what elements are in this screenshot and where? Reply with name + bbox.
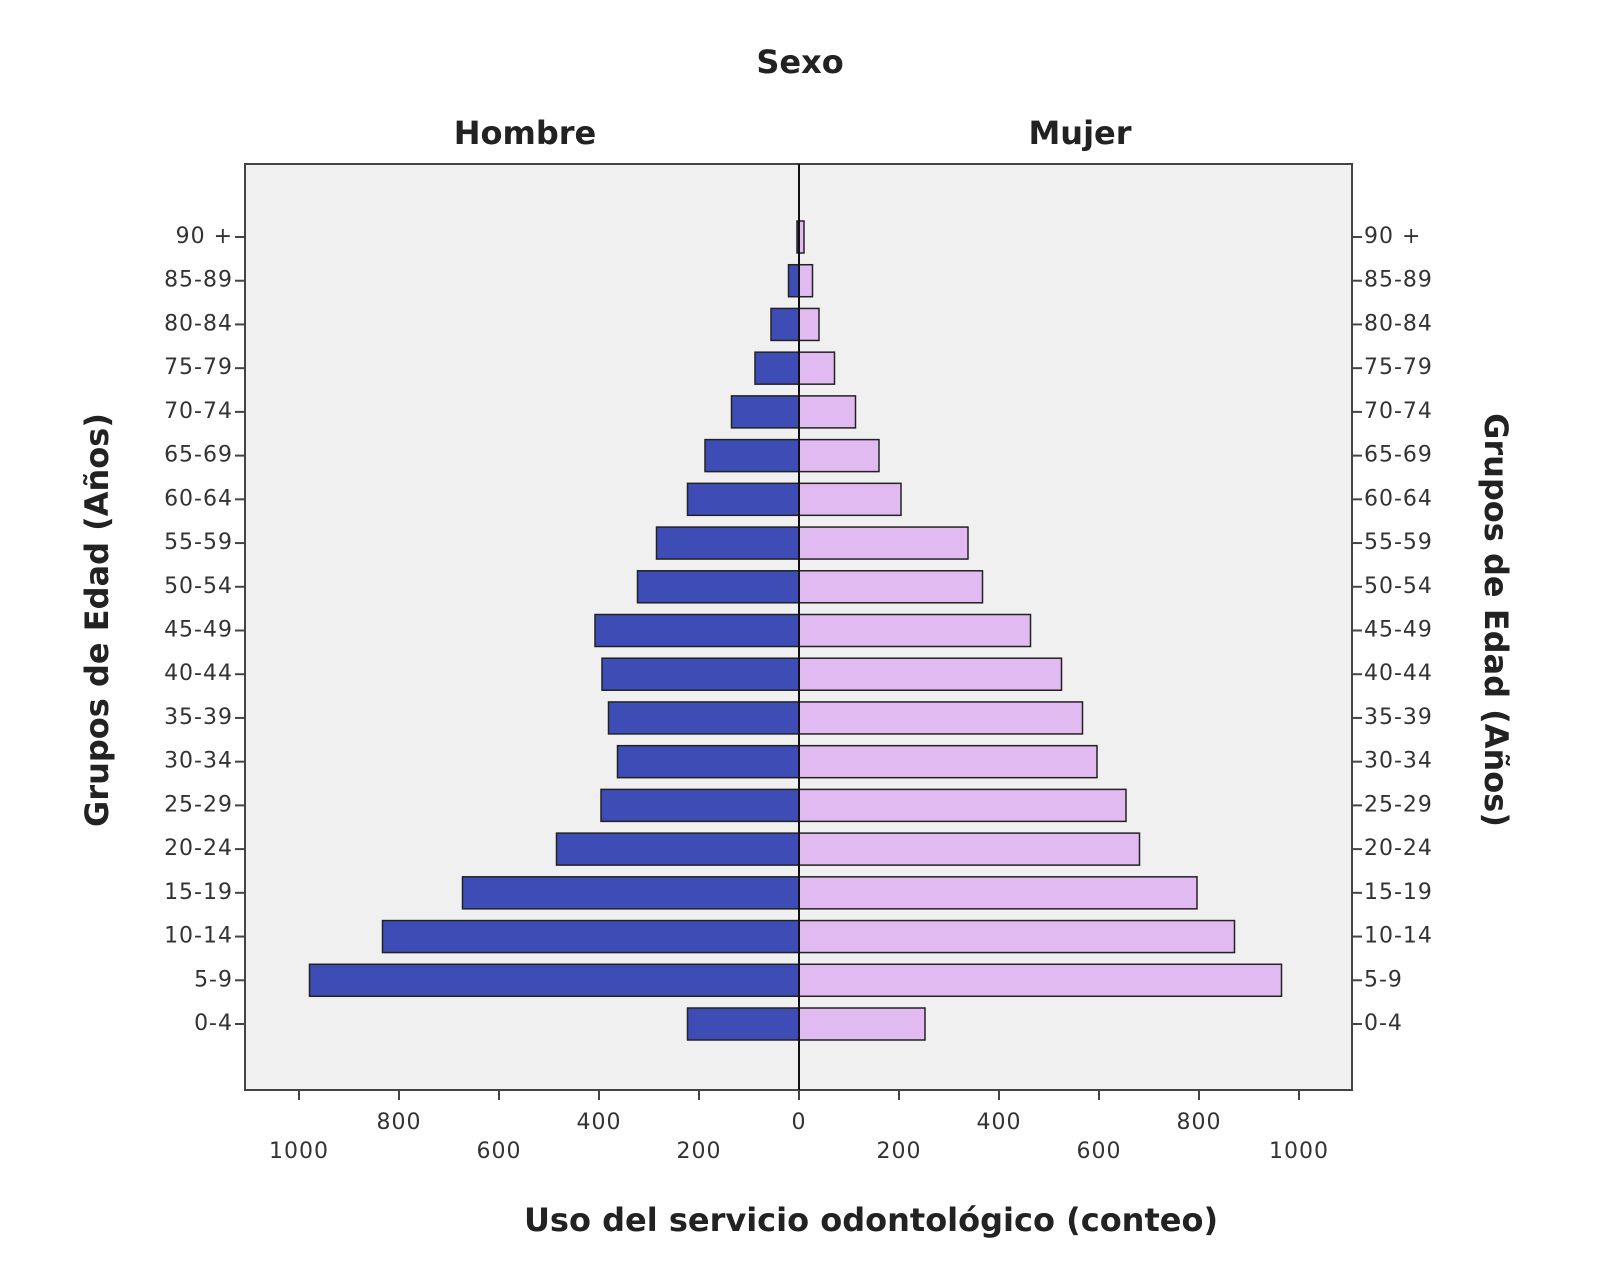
y-tick-label: 60-64 bbox=[164, 486, 233, 511]
y-tick-label: 70-74 bbox=[1364, 399, 1433, 424]
bar bbox=[730, 395, 800, 429]
x-tick-label: 800 bbox=[1177, 1110, 1222, 1135]
bar bbox=[798, 744, 1098, 779]
x-tick-label: 0 bbox=[792, 1110, 807, 1135]
x-tick-label: 200 bbox=[877, 1139, 922, 1164]
bar bbox=[555, 832, 800, 866]
y-tick-label: 70-74 bbox=[164, 399, 233, 424]
bar bbox=[770, 307, 800, 342]
y-tick-label: 45-49 bbox=[164, 618, 233, 643]
y-tick-label: 90 + bbox=[1364, 224, 1421, 249]
bar bbox=[798, 438, 880, 473]
bar bbox=[798, 788, 1127, 823]
bar bbox=[686, 482, 800, 517]
bar bbox=[308, 963, 800, 998]
y-tick-label: 35-39 bbox=[1364, 705, 1433, 730]
bar bbox=[686, 1007, 800, 1041]
y-axis-label: Grupos de Edad (Años) bbox=[1477, 413, 1515, 827]
bar bbox=[704, 438, 800, 473]
bar bbox=[798, 526, 969, 560]
bar bbox=[798, 919, 1236, 954]
x-tick-label: 200 bbox=[677, 1139, 722, 1164]
bar bbox=[461, 876, 800, 910]
x-tick-label: 800 bbox=[377, 1110, 422, 1135]
y-tick-label: 65-69 bbox=[164, 443, 233, 468]
x-tick-label: 600 bbox=[477, 1139, 522, 1164]
bar bbox=[381, 919, 800, 954]
bar bbox=[798, 570, 984, 604]
bar bbox=[798, 263, 814, 298]
y-tick-label: 20-24 bbox=[164, 836, 233, 861]
y-tick-label: 80-84 bbox=[164, 311, 233, 336]
bar bbox=[754, 351, 800, 385]
bar bbox=[798, 832, 1141, 866]
y-axis-label: Grupos de Edad (Años) bbox=[78, 413, 116, 827]
bar bbox=[798, 613, 1032, 648]
bar bbox=[798, 963, 1283, 998]
x-tick-label: 1000 bbox=[1269, 1139, 1329, 1164]
y-tick-label: 45-49 bbox=[1364, 618, 1433, 643]
y-tick-label: 40-44 bbox=[1364, 661, 1433, 686]
bar bbox=[600, 788, 800, 823]
bar bbox=[798, 307, 820, 342]
x-tick-label: 400 bbox=[977, 1110, 1022, 1135]
panel-label: Hombre bbox=[454, 114, 597, 152]
y-tick-label: 40-44 bbox=[164, 661, 233, 686]
y-tick-label: 50-54 bbox=[164, 574, 233, 599]
y-tick-label: 10-14 bbox=[1364, 924, 1433, 949]
y-tick-label: 5-9 bbox=[194, 967, 233, 992]
y-tick-label: 90 + bbox=[176, 224, 233, 249]
y-tick-label: 25-29 bbox=[164, 792, 233, 817]
y-tick-label: 75-79 bbox=[164, 355, 233, 380]
bar bbox=[601, 657, 800, 691]
y-tick-label: 10-14 bbox=[164, 924, 233, 949]
bar bbox=[655, 526, 800, 560]
y-tick-label: 50-54 bbox=[1364, 574, 1433, 599]
y-tick-label: 30-34 bbox=[164, 749, 233, 774]
bar bbox=[594, 613, 800, 648]
y-tick-label: 5-9 bbox=[1364, 967, 1403, 992]
y-tick-label: 35-39 bbox=[164, 705, 233, 730]
bar bbox=[798, 351, 836, 385]
y-tick-label: 20-24 bbox=[1364, 836, 1433, 861]
bar bbox=[798, 701, 1084, 735]
bar bbox=[607, 701, 800, 735]
y-tick-label: 55-59 bbox=[164, 530, 233, 555]
chart-title: Sexo bbox=[756, 43, 843, 81]
y-tick-label: 80-84 bbox=[1364, 311, 1433, 336]
x-tick-label: 1000 bbox=[269, 1139, 329, 1164]
bar bbox=[798, 395, 857, 429]
bar bbox=[787, 263, 800, 298]
bar bbox=[636, 570, 800, 604]
bar bbox=[798, 482, 902, 517]
y-tick-label: 85-89 bbox=[1364, 268, 1433, 293]
bar bbox=[798, 657, 1063, 691]
y-tick-label: 65-69 bbox=[1364, 443, 1433, 468]
y-tick-label: 30-34 bbox=[1364, 749, 1433, 774]
y-tick-label: 0-4 bbox=[194, 1011, 233, 1036]
y-tick-label: 75-79 bbox=[1364, 355, 1433, 380]
y-tick-label: 15-19 bbox=[1364, 880, 1433, 905]
bar bbox=[798, 1007, 926, 1041]
y-tick-label: 60-64 bbox=[1364, 486, 1433, 511]
y-tick-label: 55-59 bbox=[1364, 530, 1433, 555]
y-tick-label: 0-4 bbox=[1364, 1011, 1403, 1036]
bar bbox=[616, 744, 800, 779]
x-axis-label: Uso del servicio odontológico (conteo) bbox=[524, 1201, 1218, 1239]
y-tick-label: 85-89 bbox=[164, 268, 233, 293]
y-tick-label: 15-19 bbox=[164, 880, 233, 905]
x-tick-label: 600 bbox=[1077, 1139, 1122, 1164]
panel-label: Mujer bbox=[1028, 114, 1131, 152]
bar bbox=[798, 876, 1198, 910]
x-tick-label: 400 bbox=[577, 1110, 622, 1135]
y-tick-label: 25-29 bbox=[1364, 792, 1433, 817]
